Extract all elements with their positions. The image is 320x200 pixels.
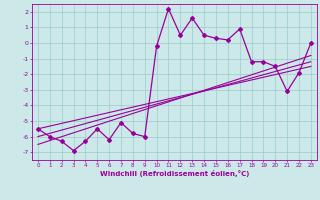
X-axis label: Windchill (Refroidissement éolien,°C): Windchill (Refroidissement éolien,°C) xyxy=(100,170,249,177)
